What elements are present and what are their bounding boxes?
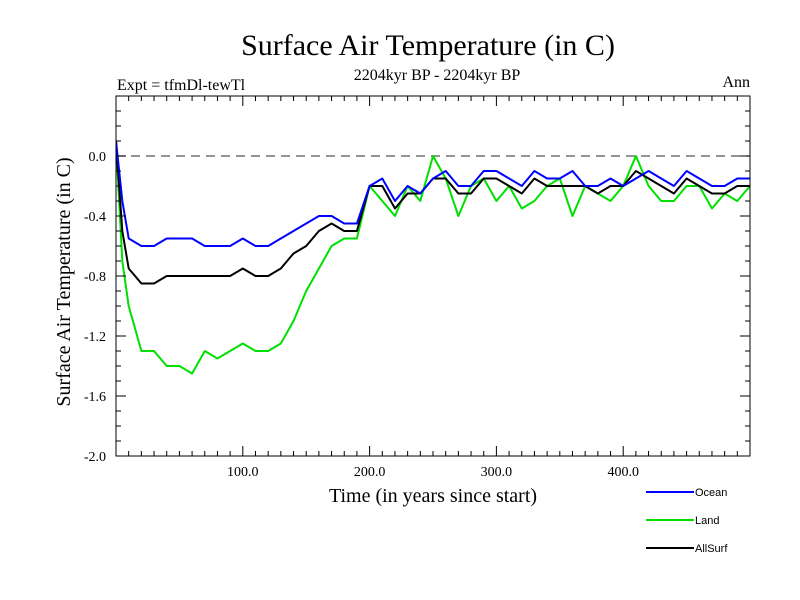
x-axis-label: Time (in years since start) [329, 485, 537, 507]
series-line-ocean [116, 140, 750, 247]
chart-title: Surface Air Temperature (in C) [241, 29, 615, 62]
axes: 100.0 200.0 300.0 400.0 -2.0 -1.6 -1.2 -0.8 -0.4… [84, 95, 751, 480]
y-tick-label: -1.6 [84, 390, 106, 405]
legend-label-land: Land [695, 515, 719, 527]
y-tick-label: -0.4 [84, 210, 106, 225]
legend-label-allsurf: AllSurf [695, 543, 728, 555]
x-tick-label: 100.0 [227, 465, 259, 480]
legend: Ocean Land AllSurf [646, 487, 728, 555]
x-tick-label: 300.0 [481, 465, 513, 480]
legend-label-ocean: Ocean [695, 487, 727, 499]
period-label: Ann [722, 74, 750, 91]
series-line-allsurf [116, 140, 750, 285]
series-line-land [116, 140, 750, 375]
chart-subtitle: 2204kyr BP - 2204kyr BP [354, 67, 521, 84]
x-tick-label: 200.0 [354, 465, 386, 480]
plot-area [116, 140, 750, 375]
y-tick-label: 0.0 [89, 150, 107, 165]
y-tick-label: -1.2 [84, 330, 106, 345]
experiment-label: Expt = tfmDl-tewTl [117, 77, 246, 94]
y-tick-label: -2.0 [84, 450, 106, 465]
x-tick-label: 400.0 [607, 465, 639, 480]
y-tick-label: -0.8 [84, 270, 106, 285]
y-axis-label: Surface Air Temperature (in C) [53, 157, 75, 406]
